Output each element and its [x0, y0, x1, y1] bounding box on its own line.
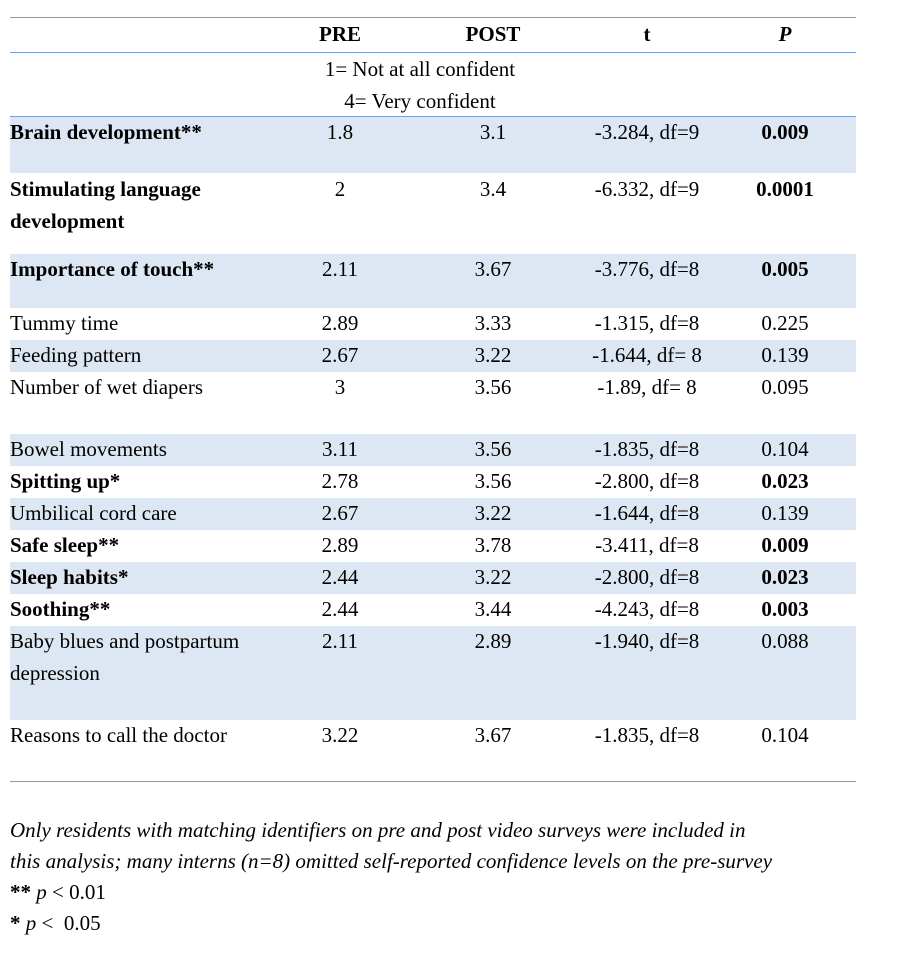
row-p: 0.095	[761, 375, 809, 399]
row-t: -1.315, df=8	[594, 311, 700, 335]
table-bottom-rule	[10, 781, 856, 782]
row-pre: 3.22	[321, 723, 359, 747]
row-label: Spitting up*	[10, 469, 121, 493]
significance-marker: *	[10, 911, 26, 935]
row-post: 3.67	[474, 257, 512, 281]
scale-line-2: 4= Very confident	[344, 89, 496, 113]
row-post: 3.56	[474, 375, 512, 399]
row-t: -1.644, df= 8	[592, 343, 702, 367]
row-t: -1.940, df=8	[594, 629, 700, 653]
row-pre: 1.8	[326, 120, 354, 144]
row-t: -3.776, df=8	[594, 257, 700, 281]
row-band	[10, 434, 856, 466]
row-label: Stimulating language development	[10, 177, 201, 233]
row-t: -1.835, df=8	[594, 723, 700, 747]
row-t: -4.243, df=8	[594, 597, 700, 621]
row-pre: 2.11	[322, 629, 358, 653]
row-label: Tummy time	[10, 311, 119, 335]
row-post: 3.22	[474, 343, 512, 367]
row-p: 0.005	[761, 257, 809, 281]
row-band	[10, 254, 856, 308]
row-pre: 3	[334, 375, 346, 399]
row-label: Brain development**	[10, 120, 202, 144]
row-post: 3.67	[474, 723, 512, 747]
row-label: Feeding pattern	[10, 343, 142, 367]
significance-text: p < 0.01	[36, 880, 106, 904]
row-post: 3.78	[474, 533, 512, 557]
body-top-rule	[10, 116, 856, 117]
row-label: Importance of touch**	[10, 257, 215, 281]
row-p: 0.003	[761, 597, 809, 621]
row-pre: 2	[334, 177, 346, 201]
row-post: 3.22	[474, 565, 512, 589]
significance-text: p < 0.05	[25, 911, 101, 935]
row-label: Reasons to call the doctor	[10, 723, 227, 747]
header-rule	[10, 52, 856, 53]
footnote-line-1: Only residents with matching identifiers…	[10, 818, 746, 842]
row-post: 3.56	[474, 437, 512, 461]
row-pre: 2.89	[321, 533, 359, 557]
row-p: 0.009	[761, 533, 809, 557]
row-t: -3.411, df=8	[595, 533, 699, 557]
row-label: Baby blues and postpartum depression	[10, 629, 240, 685]
header-t: t	[643, 22, 651, 46]
header-pre: PRE	[319, 22, 361, 46]
row-t: -2.800, df=8	[594, 469, 700, 493]
row-post: 3.4	[479, 177, 507, 201]
row-band	[10, 340, 856, 372]
row-t: -1.644, df=8	[594, 501, 700, 525]
significance-note-2: * p < 0.05	[10, 908, 890, 939]
significance-marker: **	[10, 880, 37, 904]
row-post: 2.89	[474, 629, 512, 653]
row-pre: 2.89	[321, 311, 359, 335]
row-p: 0.023	[761, 565, 809, 589]
footnote-line-2: this analysis; many interns (n=8) omitte…	[10, 849, 773, 873]
row-p: 0.139	[761, 343, 809, 367]
row-t: -2.800, df=8	[594, 565, 700, 589]
significance-note-1: ** p < 0.01	[10, 877, 890, 908]
row-p: 0.225	[761, 311, 809, 335]
header-post: POST	[465, 22, 521, 46]
row-t: -3.284, df=9	[594, 120, 700, 144]
scale-line-1: 1= Not at all confident	[324, 57, 516, 81]
row-p: 0.139	[761, 501, 809, 525]
row-t: -1.89, df= 8	[597, 375, 697, 399]
header-p: P	[778, 22, 792, 46]
row-label: Number of wet diapers	[10, 375, 204, 399]
table-top-rule	[10, 17, 856, 18]
row-label: Sleep habits*	[10, 565, 129, 589]
row-band	[10, 562, 856, 594]
row-t: -6.332, df=9	[594, 177, 700, 201]
row-post: 3.44	[474, 597, 512, 621]
row-pre: 2.67	[321, 343, 359, 367]
row-band	[10, 626, 856, 720]
row-p: 0.088	[761, 629, 809, 653]
row-band	[10, 498, 856, 530]
row-pre: 2.11	[322, 257, 358, 281]
row-p: 0.009	[761, 120, 809, 144]
row-pre: 2.44	[321, 597, 359, 621]
row-pre: 2.78	[321, 469, 359, 493]
row-post: 3.33	[474, 311, 512, 335]
row-label: Umbilical cord care	[10, 501, 177, 525]
row-label: Soothing**	[10, 597, 111, 621]
row-p: 0.104	[761, 723, 809, 747]
row-pre: 2.67	[321, 501, 359, 525]
row-post: 3.22	[474, 501, 512, 525]
row-label: Safe sleep**	[10, 533, 120, 557]
row-p: 0.023	[761, 469, 809, 493]
row-p: 0.0001	[756, 177, 814, 201]
row-t: -1.835, df=8	[594, 437, 700, 461]
row-post: 3.1	[479, 120, 507, 144]
row-post: 3.56	[474, 469, 512, 493]
row-p: 0.104	[761, 437, 809, 461]
row-band	[10, 117, 856, 173]
row-pre: 2.44	[321, 565, 359, 589]
row-pre: 3.11	[322, 437, 358, 461]
row-label: Bowel movements	[10, 437, 167, 461]
